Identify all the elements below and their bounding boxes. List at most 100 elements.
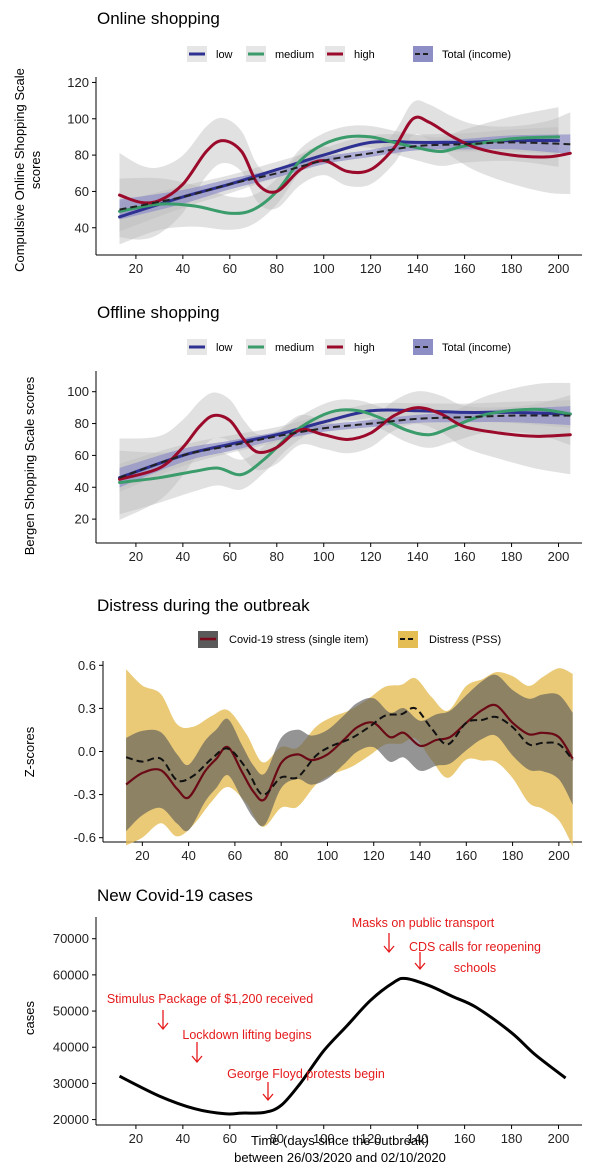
offline-plot-area: 20 40 60 80 100 120 140 160 180 200 20 40 60 80 100 [67,371,582,564]
legend-label-covid: Covid-19 stress (single item) [229,634,368,646]
cases-plot-area: 20 40 60 80 100 120 140 160 180 200 20000 30000 4000… [53,916,582,1146]
x-tick-label: 200 [548,1131,570,1146]
distress-title: Distress during the outbreak [97,596,310,615]
cases-xlabel: Time (days since the outbreak) [251,1133,429,1148]
x-tick-label: 80 [270,549,284,564]
band-total [119,406,571,488]
legend-label-high: high [354,49,375,61]
x-tick-label: 40 [181,848,195,863]
x-tick-label: 20 [135,848,149,863]
cases-title: New Covid-19 cases [97,886,253,905]
annotation-arrowhead [414,962,426,971]
y-tick-label: 20 [75,512,89,527]
legend-label-pss: Distress (PSS) [429,634,501,646]
annotation-label: schools [454,961,496,975]
x-tick-label: 60 [223,261,237,276]
online-legend: low medium high Total (income) [187,46,511,62]
x-tick-label: 80 [270,1131,284,1146]
x-tick-label: 160 [454,549,476,564]
y-tick-label: 0.6 [78,658,96,673]
legend-label-low: low [216,342,233,354]
x-tick-label: 140 [407,549,429,564]
x-tick-label: 160 [455,848,477,863]
online-ylabel-line1: Compulsive Online Shopping Scale [12,68,27,272]
x-tick-label: 40 [176,1131,190,1146]
x-tick-label: 180 [501,1131,523,1146]
x-tick-label: 60 [228,848,242,863]
x-tick-label: 180 [502,848,524,863]
series-line-cases [118,976,567,1116]
distress-ylabel: Z-scores [22,726,37,777]
series-line-medium [118,134,560,215]
series-line-pss [125,706,574,796]
x-tick-label: 200 [548,549,570,564]
offline-ylabel: Bergen Shopping Scale scores [22,376,37,555]
x-tick-label: 180 [501,261,523,276]
cases-panel: New Covid-19 cases cases 20 40 60 80 100 120 1… [22,886,582,1165]
y-tick-label: 100 [67,111,89,126]
annotation-arrowhead [191,1055,203,1064]
x-tick-label: 60 [223,549,237,564]
y-tick-label: 0.0 [78,744,96,759]
x-tick-label: 40 [176,549,190,564]
x-tick-label: 80 [274,848,288,863]
y-tick-label: 20000 [53,1112,89,1127]
y-tick-label: 40000 [53,1040,89,1055]
y-tick-label: 80 [75,416,89,431]
legend-label-high: high [354,342,375,354]
y-tick-label: 60000 [53,967,89,982]
x-tick-label: 20 [129,1131,143,1146]
y-tick-label: -0.3 [74,787,96,802]
y-tick-label: 50000 [53,1004,89,1019]
y-tick-label: 120 [67,75,89,90]
annotation-label: Stimulus Package of $1,200 received [107,992,313,1006]
legend-label-medium: medium [275,49,314,61]
cases-ylabel: cases [22,1001,37,1035]
annotation-label: Masks on public transport [352,916,495,930]
x-tick-label: 160 [454,261,476,276]
legend-label-total: Total (income) [442,342,511,354]
distress-plot-area: 20 40 60 80 100 120 140 160 180 200 -0.6 -0.3 0.0 0.3… [74,658,582,863]
x-tick-label: 140 [407,1131,429,1146]
band-covid [126,674,573,832]
annotation-arrowhead [262,1093,274,1102]
annotation-arrowhead [157,1022,169,1031]
annotation-label: CDS calls for reopening [409,940,541,954]
y-tick-label: -0.6 [74,830,96,845]
y-tick-label: 40 [75,220,89,235]
series-line-low [118,408,572,480]
series-line-total [119,414,571,479]
annotation-label: George Floyd protests begin [227,1067,385,1081]
series-line-covid-stress [125,703,574,802]
online-plot-area: 20 40 60 80 100 120 140 160 180 200 40 60 80 100 120 [67,75,582,276]
x-tick-label: 120 [363,848,385,863]
x-tick-label: 200 [548,261,570,276]
x-tick-label: 20 [129,261,143,276]
series-line-medium [118,407,572,484]
x-tick-label: 100 [313,549,335,564]
y-tick-label: 0.3 [78,701,96,716]
x-tick-label: 140 [407,261,429,276]
y-tick-label: 60 [75,448,89,463]
x-tick-label: 180 [501,549,523,564]
legend-label-low: low [216,49,233,61]
x-tick-label: 100 [313,261,335,276]
distress-panel: Distress during the outbreak Covid-19 st… [22,596,582,863]
offline-legend: low medium high Total (income) [187,339,511,355]
x-tick-label: 160 [454,1131,476,1146]
y-tick-label: 70000 [53,931,89,946]
x-tick-label: 80 [270,261,284,276]
series-line-total [119,141,571,211]
x-tick-label: 20 [129,549,143,564]
online-shopping-panel: Online shopping low medium high Total (i… [12,9,582,276]
x-tick-label: 40 [176,261,190,276]
offline-title: Offline shopping [97,303,220,322]
y-tick-label: 60 [75,184,89,199]
y-tick-label: 40 [75,480,89,495]
legend-label-medium: medium [275,342,314,354]
y-tick-label: 80 [75,148,89,163]
x-tick-label: 100 [313,1131,335,1146]
y-tick-label: 100 [67,384,89,399]
annotation-arrowhead [383,945,395,954]
